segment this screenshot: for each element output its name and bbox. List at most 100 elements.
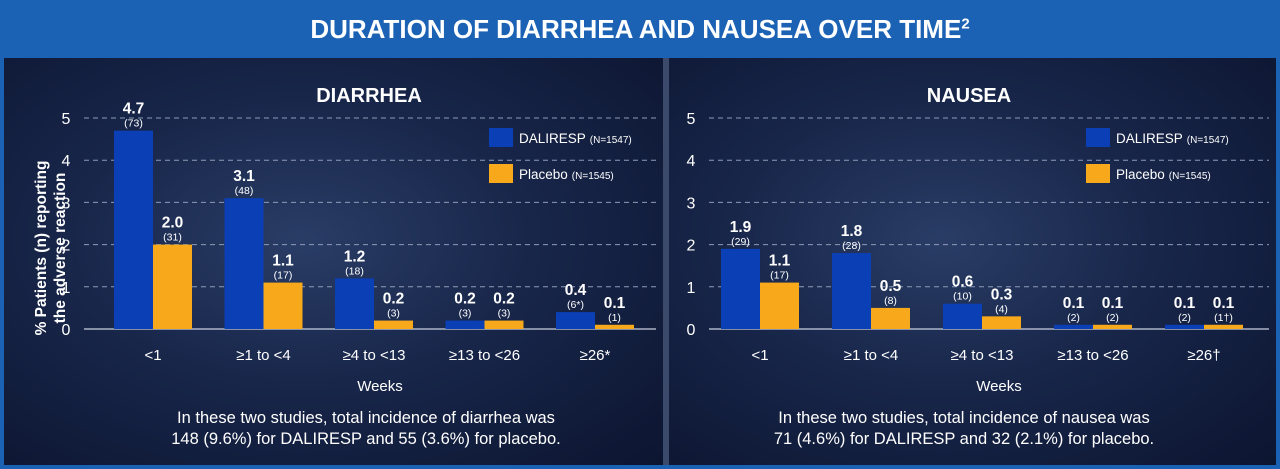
legend-series-name: Placebo bbox=[519, 167, 568, 182]
x-tick-label: ≥4 to <13 bbox=[951, 347, 1014, 364]
bar-count-label: (4) bbox=[995, 303, 1008, 315]
y-tick-label: 1 bbox=[687, 280, 696, 297]
y-tick-label: 2 bbox=[62, 238, 71, 255]
bar-count-label: (2) bbox=[1106, 312, 1119, 324]
bar-value-label: 0.1 bbox=[1063, 295, 1085, 312]
x-axis-label: Weeks bbox=[357, 378, 403, 395]
y-tick-label: 2 bbox=[687, 238, 696, 255]
x-tick-label: ≥1 to <4 bbox=[236, 347, 291, 364]
bar-value-label: 0.1 bbox=[1213, 295, 1235, 312]
x-tick-label: ≥4 to <13 bbox=[343, 347, 406, 364]
chart-title: DIARRHEA bbox=[316, 85, 422, 107]
legend-label-placebo: Placebo (N=1545) bbox=[519, 167, 614, 182]
y-tick-label: 4 bbox=[62, 153, 71, 170]
dalireps-bar bbox=[1165, 324, 1204, 329]
diarrhea-chart: DIARRHEA 0 1 2 3 4 5 4.7(73) 2.0(31) <1 3.1(48) 1.1… bbox=[33, 85, 656, 448]
bar-count-label: (1) bbox=[608, 312, 621, 324]
y-tick-label: 3 bbox=[687, 195, 696, 212]
chart-title: NAUSEA bbox=[927, 85, 1011, 107]
bar-value-label: 0.1 bbox=[604, 295, 626, 312]
bar-value-label: 1.2 bbox=[344, 248, 366, 265]
legend-n-label: (N=1547) bbox=[1187, 135, 1229, 146]
dalireps-bar bbox=[943, 303, 982, 329]
legend-label-dalireps: DALIRESP (N=1547) bbox=[519, 131, 632, 146]
bar-count-label: (28) bbox=[842, 240, 861, 252]
banner-title: DURATION OF DIARRHEA AND NAUSEA OVER TIM… bbox=[310, 13, 970, 44]
y-tick-label: 5 bbox=[687, 111, 696, 128]
legend-series-name: DALIRESP bbox=[519, 131, 586, 146]
placebo-bar bbox=[595, 324, 634, 329]
bar-count-label: (29) bbox=[731, 236, 750, 248]
legend-series-name: DALIRESP bbox=[1116, 131, 1183, 146]
legend-swatch-placebo bbox=[1086, 164, 1110, 183]
bar-count-label: (73) bbox=[124, 118, 143, 130]
footnote-line-2: 148 (9.6%) for DALIRESP and 55 (3.6%) fo… bbox=[171, 430, 561, 448]
bar-count-label: (10) bbox=[953, 291, 972, 303]
legend-series-name: Placebo bbox=[1116, 167, 1165, 182]
y-axis-label-line-2: the adverse reaction bbox=[52, 173, 69, 324]
bar-value-label: 1.9 bbox=[730, 219, 752, 236]
bar-value-label: 0.6 bbox=[952, 274, 974, 291]
bar-value-label: 1.8 bbox=[841, 223, 863, 240]
y-tick-label: 1 bbox=[62, 280, 71, 297]
legend-swatch-dalireps bbox=[1086, 128, 1110, 147]
dalireps-bar bbox=[832, 253, 871, 329]
placebo-bar bbox=[263, 282, 303, 329]
panel-divider bbox=[663, 58, 669, 465]
bar-count-label: (6*) bbox=[567, 299, 584, 311]
y-tick-label: 0 bbox=[687, 322, 696, 339]
bar-count-label: (3) bbox=[387, 308, 400, 320]
placebo-bar bbox=[1093, 324, 1132, 329]
placebo-bar bbox=[374, 320, 413, 329]
legend-n-label: (N=1547) bbox=[590, 135, 632, 146]
bar-value-label: 0.2 bbox=[493, 291, 515, 308]
bar-value-label: 1.1 bbox=[272, 253, 294, 270]
placebo-bar bbox=[484, 320, 524, 329]
bar-count-label: (2) bbox=[1067, 312, 1080, 324]
dalireps-bar bbox=[335, 278, 374, 329]
y-tick-label: 3 bbox=[62, 195, 71, 212]
bar-value-label: 0.1 bbox=[1102, 295, 1124, 312]
y-tick-label: 0 bbox=[62, 322, 71, 339]
bar-count-label: (17) bbox=[770, 270, 789, 282]
bar-value-label: 3.1 bbox=[233, 168, 255, 185]
bar-count-label: (17) bbox=[274, 270, 293, 282]
x-tick-label: ≥13 to <26 bbox=[449, 347, 520, 364]
bar-count-label: (3) bbox=[498, 308, 511, 320]
bar-value-label: 0.3 bbox=[991, 286, 1013, 303]
legend-swatch-placebo bbox=[489, 164, 513, 183]
bar-count-label: (18) bbox=[345, 265, 364, 277]
bar-value-label: 1.1 bbox=[769, 253, 791, 270]
bar-value-label: 0.2 bbox=[383, 291, 405, 308]
footnote-line-1: In these two studies, total incidence of… bbox=[177, 409, 555, 427]
dalireps-bar bbox=[224, 198, 264, 329]
footnote-line-2: 71 (4.6%) for DALIRESP and 32 (2.1%) for… bbox=[774, 430, 1154, 448]
bar-count-label: (2) bbox=[1178, 312, 1191, 324]
x-tick-label: ≥26† bbox=[1187, 347, 1220, 364]
y-axis-label-line-1: % Patients (n) reporting bbox=[33, 161, 50, 336]
bar-count-label: (48) bbox=[235, 185, 254, 197]
bar-value-label: 0.4 bbox=[565, 282, 587, 299]
x-tick-label: <1 bbox=[751, 347, 768, 364]
footnote-line-1: In these two studies, total incidence of… bbox=[778, 409, 1149, 427]
dalireps-bar bbox=[445, 320, 485, 329]
bar-value-label: 4.7 bbox=[123, 101, 145, 118]
title-banner: DURATION OF DIARRHEA AND NAUSEA OVER TIM… bbox=[0, 0, 1280, 58]
bar-count-label: (8) bbox=[884, 295, 897, 307]
y-tick-label: 5 bbox=[62, 111, 71, 128]
banner-superscript: 2 bbox=[961, 14, 970, 32]
bar-count-label: (1†) bbox=[1214, 312, 1233, 324]
y-tick-label: 4 bbox=[687, 153, 696, 170]
bar-value-label: 0.2 bbox=[454, 291, 476, 308]
y-axis-label: % Patients (n) reporting the adverse reac… bbox=[33, 161, 69, 336]
x-axis-label: Weeks bbox=[976, 378, 1022, 395]
dalireps-bar bbox=[114, 130, 153, 329]
x-tick-label: ≥13 to <26 bbox=[1057, 347, 1128, 364]
diarrhea-panel: DIARRHEA 0 1 2 3 4 5 4.7 (73) 2.0 (31) <1 3.1 (48) 1.1… bbox=[4, 58, 663, 465]
nausea-panel: NAUSEA 0 1 2 3 4 5 1.9 (29) 1.1 (17) <1 1.8 (28) 0.5 (8… bbox=[669, 58, 1276, 465]
x-tick-label: <1 bbox=[144, 347, 161, 364]
x-tick-label: ≥26* bbox=[580, 347, 611, 364]
legend-n-label: (N=1545) bbox=[1169, 171, 1211, 182]
legend-label-placebo: Placebo (N=1545) bbox=[1116, 167, 1211, 182]
placebo-bar bbox=[982, 316, 1021, 329]
